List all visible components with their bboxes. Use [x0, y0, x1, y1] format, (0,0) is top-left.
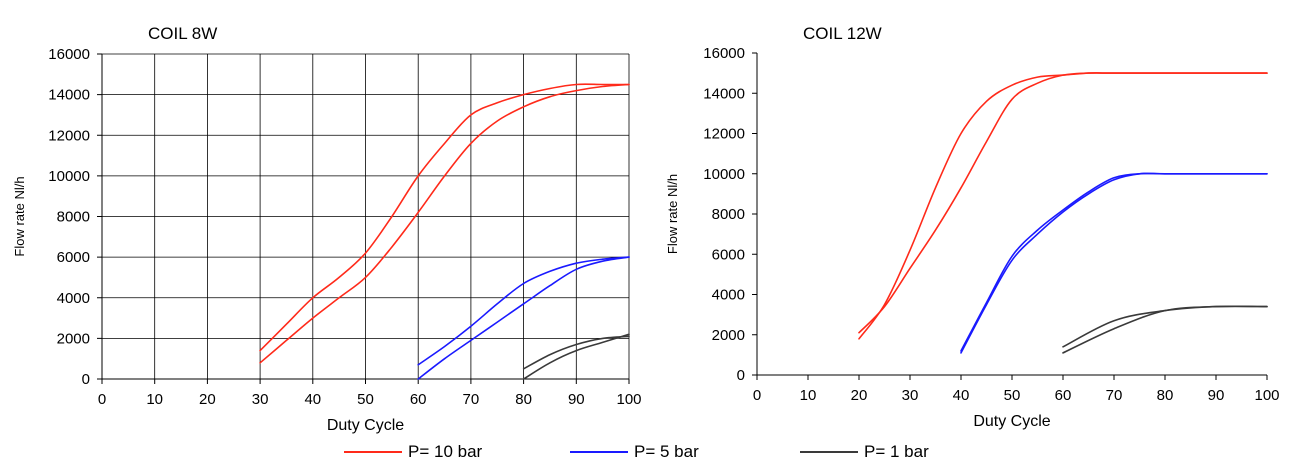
- series-line-6: [522, 333, 630, 380]
- x-tick-label: 40: [304, 391, 321, 408]
- x-tick-label: 50: [1004, 387, 1021, 404]
- legend-swatch-p10: [344, 451, 402, 453]
- legend-item-p10: P= 10 bar: [344, 440, 482, 464]
- legend-label-p1: P= 1 bar: [864, 442, 929, 461]
- legend-label-p5: P= 5 bar: [634, 442, 699, 461]
- y-tick-label: 8000: [57, 209, 90, 226]
- series-line-2: [259, 83, 630, 364]
- x-tick-label: 0: [753, 387, 761, 404]
- x-tick-label: 10: [800, 387, 817, 404]
- x-tick-label: 60: [410, 391, 427, 408]
- x-axis-title: Duty Cycle: [973, 413, 1050, 430]
- y-tick-label: 16000: [48, 46, 90, 63]
- x-tick-label: 100: [616, 391, 641, 408]
- series-line-3: [960, 172, 1268, 352]
- legend-item-p1: P= 1 bar: [800, 440, 929, 464]
- x-tick-label: 10: [146, 391, 163, 408]
- x-tick-label: 80: [1157, 387, 1174, 404]
- y-axis-title: Flow rate Nl/h: [665, 174, 680, 254]
- series-line-4: [417, 256, 630, 380]
- x-tick-label: 20: [851, 387, 868, 404]
- legend-swatch-p1: [800, 451, 858, 453]
- y-tick-label: 6000: [712, 246, 745, 263]
- series-line-2: [858, 72, 1268, 334]
- y-axis-title: Flow rate Nl/h: [12, 176, 27, 256]
- y-tick-label: 0: [82, 371, 90, 388]
- series-line-1: [259, 83, 630, 352]
- chart-title: COIL 8W: [148, 24, 217, 43]
- x-tick-label: 50: [357, 391, 374, 408]
- series-line-5: [1062, 305, 1268, 348]
- x-tick-label: 70: [1106, 387, 1123, 404]
- y-tick-label: 12000: [48, 127, 90, 144]
- series-line-5: [522, 335, 630, 370]
- y-tick-label: 14000: [703, 85, 745, 102]
- y-tick-label: 14000: [48, 87, 90, 104]
- y-tick-label: 10000: [703, 166, 745, 183]
- series-line-6: [1062, 305, 1268, 354]
- x-tick-label: 90: [1208, 387, 1225, 404]
- y-tick-label: 4000: [712, 287, 745, 304]
- x-tick-label: 90: [568, 391, 585, 408]
- x-axis-title: Duty Cycle: [327, 417, 404, 434]
- y-tick-label: 2000: [57, 330, 90, 347]
- chart-title: COIL 12W: [803, 24, 882, 43]
- series-line-1: [858, 72, 1268, 340]
- x-tick-label: 40: [953, 387, 970, 404]
- legend: P= 10 bar P= 5 bar P= 1 bar: [0, 440, 1297, 464]
- y-tick-label: 6000: [57, 249, 90, 266]
- x-tick-label: 0: [98, 391, 106, 408]
- y-tick-label: 8000: [712, 206, 745, 223]
- x-tick-label: 20: [199, 391, 216, 408]
- x-tick-label: 60: [1055, 387, 1072, 404]
- y-tick-label: 0: [737, 367, 745, 384]
- legend-item-p5: P= 5 bar: [570, 440, 699, 464]
- y-tick-label: 2000: [712, 327, 745, 344]
- chart-1: 0 10 20 30 40 50 60 70 80 90 100 0 2000 4000 6000 8000 1…: [12, 24, 642, 434]
- y-tick-label: 10000: [48, 168, 90, 185]
- x-tick-label: 30: [252, 391, 269, 408]
- y-tick-label: 12000: [703, 126, 745, 143]
- chart-2: 0 10 20 30 40 50 60 70 80 90 100 0 2000 4000 6000 8000 1…: [665, 24, 1280, 430]
- x-tick-label: 30: [902, 387, 919, 404]
- legend-swatch-p5: [570, 451, 628, 453]
- x-tick-label: 100: [1254, 387, 1279, 404]
- x-tick-label: 80: [515, 391, 532, 408]
- legend-label-p10: P= 10 bar: [408, 442, 483, 461]
- y-tick-label: 16000: [703, 45, 745, 62]
- series-line-4: [960, 172, 1268, 354]
- x-tick-label: 70: [463, 391, 480, 408]
- y-tick-label: 4000: [57, 290, 90, 307]
- series-line-3: [417, 256, 630, 366]
